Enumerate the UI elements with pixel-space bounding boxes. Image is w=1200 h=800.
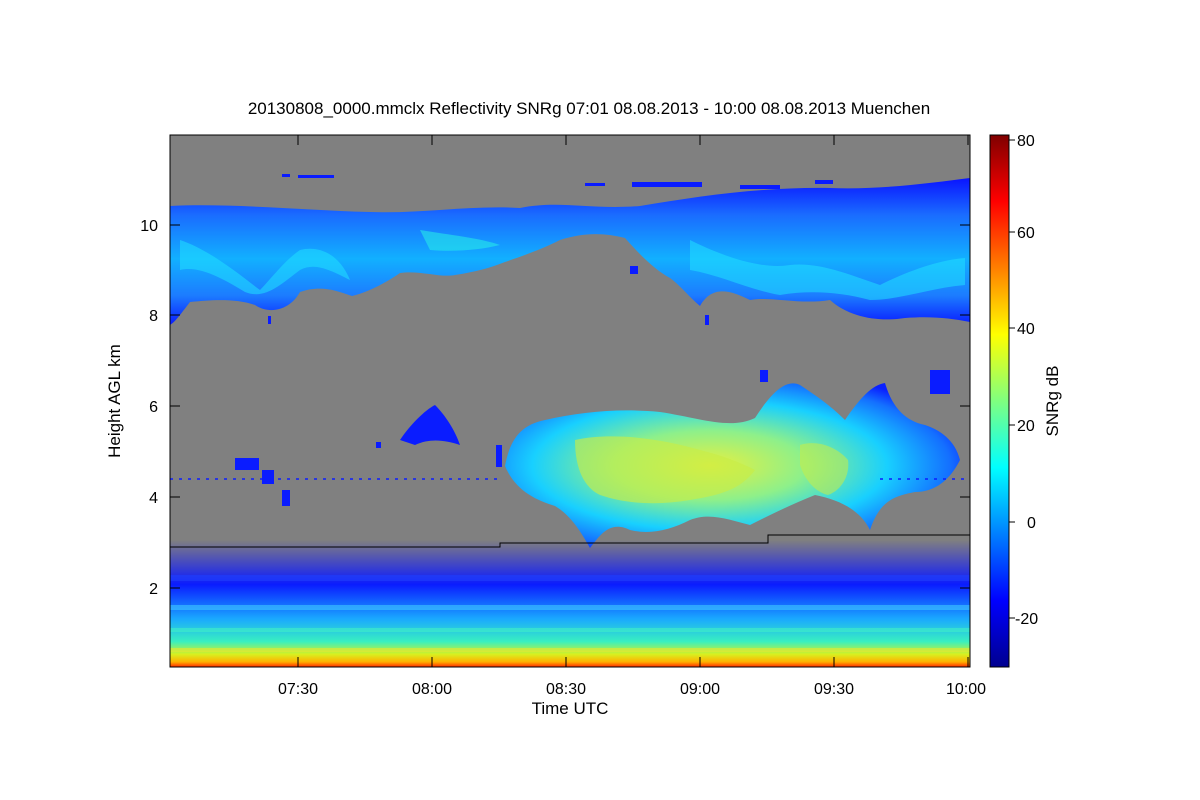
colorbar-gradient bbox=[989, 134, 1010, 668]
x-tick-label: 10:00 bbox=[946, 681, 986, 698]
x-axis bbox=[297, 135, 969, 667]
x-tick-label: 07:30 bbox=[278, 681, 318, 698]
y-tick-label: 10 bbox=[140, 218, 158, 235]
boundary-line bbox=[170, 534, 970, 548]
x-tick-label: 08:30 bbox=[546, 681, 586, 698]
x-tick-label: 09:00 bbox=[680, 681, 720, 698]
y-tick-label: 2 bbox=[149, 581, 158, 598]
x-tick-labels: 07:30 08:00 08:30 09:00 09:30 10:00 bbox=[278, 681, 986, 698]
colorbar-tick-label: 40 bbox=[1017, 321, 1035, 338]
x-tick-label: 08:00 bbox=[412, 681, 452, 698]
mid-cloud-core-2 bbox=[800, 443, 849, 495]
ground-clutter-region bbox=[170, 540, 970, 667]
plot-area bbox=[170, 135, 970, 667]
upper-cloud-streaks bbox=[180, 230, 965, 300]
colorbar-tick-label: 80 bbox=[1017, 133, 1035, 150]
colorbar: -20 0 20 40 60 80 SNRg dB bbox=[989, 133, 1062, 668]
colorbar-tick-label: 60 bbox=[1017, 225, 1035, 242]
y-axis bbox=[170, 224, 970, 589]
colorbar-tick-label: -20 bbox=[1015, 611, 1038, 628]
colorbar-label: SNRg dB bbox=[1043, 366, 1062, 437]
y-tick-labels: 2 4 6 8 10 bbox=[140, 218, 158, 598]
y-tick-label: 4 bbox=[149, 490, 158, 507]
x-axis-label: Time UTC bbox=[532, 699, 609, 718]
mid-cloud-core bbox=[575, 436, 755, 504]
x-tick-label: 09:30 bbox=[814, 681, 854, 698]
clutter-speckle bbox=[170, 575, 970, 652]
plot-frame bbox=[169, 134, 971, 668]
colorbar-tick-label: 0 bbox=[1027, 515, 1036, 532]
y-axis-label: Height AGL km bbox=[105, 344, 124, 458]
colorbar-tick-label: 20 bbox=[1017, 418, 1035, 435]
mid-wisps bbox=[235, 370, 950, 506]
y-tick-label: 6 bbox=[149, 399, 158, 416]
upper-wisps bbox=[268, 174, 833, 325]
y-tick-label: 8 bbox=[149, 308, 158, 325]
chart-title: 20130808_0000.mmclx Reflectivity SNRg 07… bbox=[248, 99, 930, 118]
